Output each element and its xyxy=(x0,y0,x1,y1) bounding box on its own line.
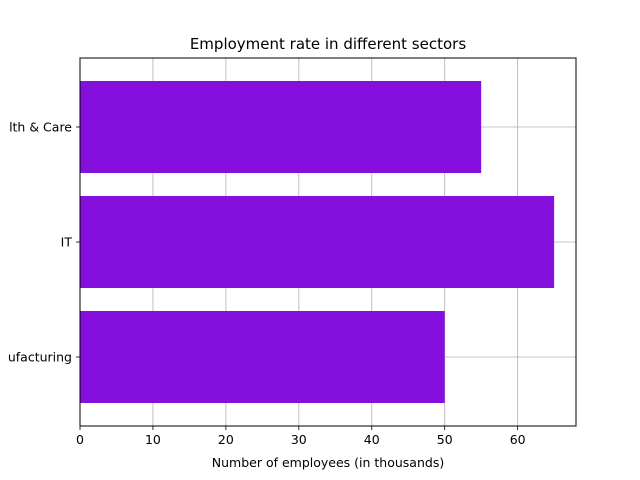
x-tick-label: 50 xyxy=(437,432,453,447)
y-tick-label: lth & Care xyxy=(9,120,72,135)
x-tick-label: 40 xyxy=(364,432,380,447)
bar xyxy=(80,81,482,173)
y-tick-label: ufacturing xyxy=(8,350,72,365)
chart-title: Employment rate in different sectors xyxy=(190,35,466,53)
bar xyxy=(80,196,555,288)
x-tick-label: 10 xyxy=(145,432,161,447)
y-tick-label: IT xyxy=(61,235,73,250)
x-tick-label: 0 xyxy=(76,432,84,447)
x-axis-label: Number of employees (in thousands) xyxy=(212,455,444,470)
x-tick-label: 20 xyxy=(218,432,234,447)
ticks: 0 10 20 30 40 50 60 ufacturing IT lth & Care xyxy=(8,120,526,448)
x-tick-label: 30 xyxy=(291,432,307,447)
bars xyxy=(80,81,555,403)
bar xyxy=(80,311,445,403)
plot-frame xyxy=(79,57,577,427)
x-tick-label: 60 xyxy=(510,432,526,447)
